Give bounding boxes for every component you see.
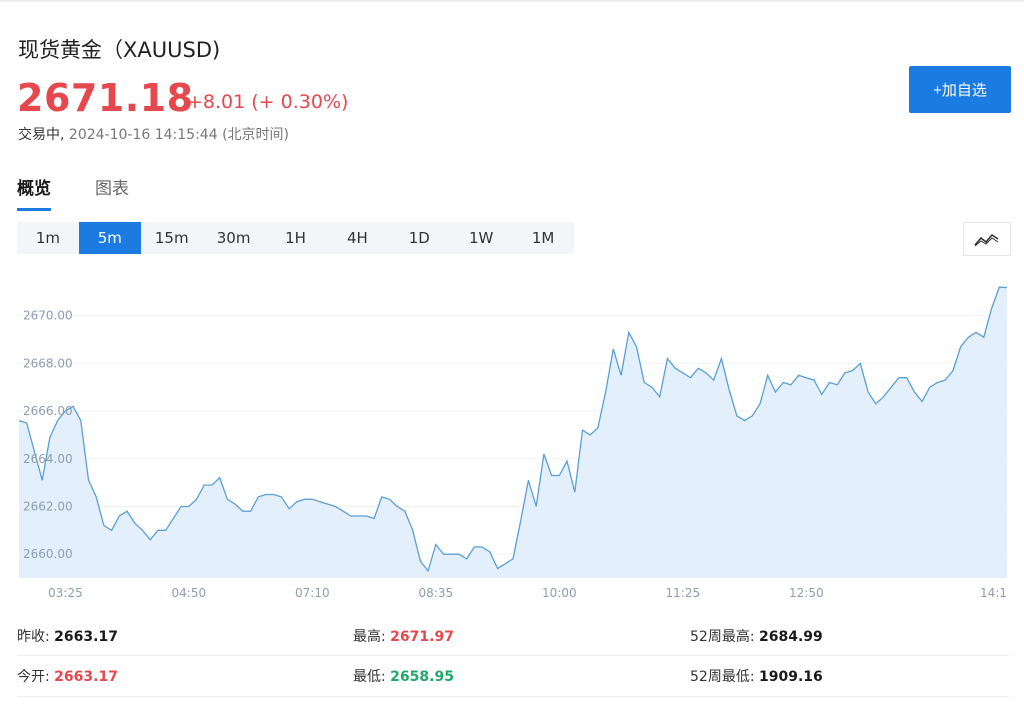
tab-overview[interactable]: 概览 bbox=[17, 174, 51, 211]
week52-low-label: 52周最低: bbox=[690, 669, 755, 685]
stats-divider-bottom bbox=[17, 696, 1009, 697]
period-4h[interactable]: 4H bbox=[346, 229, 368, 247]
x-tick-label: 12:50 bbox=[789, 586, 824, 600]
stat-high: 最高: 2671.97 bbox=[353, 626, 454, 646]
period-1d[interactable]: 1D bbox=[408, 229, 430, 247]
x-tick-label: 03:25 bbox=[48, 586, 83, 600]
y-tick-label: 2660.00 bbox=[23, 547, 73, 561]
low-label: 最低: bbox=[353, 669, 386, 685]
page-title: 现货黄金（XAUUSD) bbox=[18, 38, 221, 62]
line-chart-icon bbox=[974, 233, 999, 247]
prev-close-value: 2663.17 bbox=[54, 629, 118, 645]
trading-status: 交易中, 2024-10-16 14:15:44 (北京时间) bbox=[18, 124, 289, 144]
high-label: 最高: bbox=[353, 629, 386, 645]
stat-low: 最低: 2658.95 bbox=[353, 666, 454, 686]
x-axis-labels: 03:25 04:50 07:10 08:35 10:00 11:25 12:50 14:1 bbox=[48, 586, 1007, 600]
x-tick-label: 10:00 bbox=[542, 586, 577, 600]
chart-type-button[interactable] bbox=[963, 222, 1011, 256]
status-text: 交易中, bbox=[18, 127, 65, 143]
price-chart[interactable]: 2670.00 2668.00 2666.00 2664.00 2662.00 2660.… bbox=[17, 268, 1009, 610]
x-tick-label: 14:1 bbox=[980, 586, 1007, 600]
price-change: +8.01 (+ 0.30%) bbox=[187, 91, 349, 113]
tab-bar: 概览 图表 bbox=[17, 174, 173, 211]
timestamp: 2024-10-16 14:15:44 bbox=[68, 127, 218, 143]
period-1h[interactable]: 1H bbox=[285, 229, 306, 247]
y-axis-labels: 2670.00 2668.00 2666.00 2664.00 2662.00 2660.… bbox=[23, 309, 73, 561]
week52-high-label: 52周最高: bbox=[690, 629, 755, 645]
stat-open: 今开: 2663.17 bbox=[17, 666, 118, 686]
current-price: 2671.18 bbox=[17, 76, 194, 120]
timezone-label: (北京时间) bbox=[222, 127, 289, 143]
x-tick-label: 07:10 bbox=[295, 586, 330, 600]
prev-close-label: 昨收: bbox=[17, 629, 50, 645]
period-selector: 1m 5m 15m 30m 1H 4H 1D 1W 1M bbox=[17, 222, 574, 254]
period-30m[interactable]: 30m bbox=[216, 229, 251, 247]
period-15m[interactable]: 15m bbox=[154, 229, 189, 247]
week52-low-value: 1909.16 bbox=[758, 669, 823, 685]
open-value: 2663.17 bbox=[54, 669, 118, 685]
x-tick-label: 08:35 bbox=[419, 586, 454, 600]
stats-divider bbox=[17, 655, 1009, 656]
x-tick-label: 11:25 bbox=[666, 586, 701, 600]
period-1m[interactable]: 1m bbox=[35, 229, 61, 247]
add-watchlist-button[interactable]: +加自选 bbox=[909, 66, 1011, 113]
period-1w[interactable]: 1W bbox=[468, 229, 494, 247]
week52-high-value: 2684.99 bbox=[758, 629, 823, 645]
y-tick-label: 2670.00 bbox=[23, 309, 73, 323]
y-tick-label: 2668.00 bbox=[23, 356, 73, 370]
y-tick-label: 2664.00 bbox=[23, 452, 73, 466]
period-1mo[interactable]: 1M bbox=[531, 229, 555, 247]
tab-chart[interactable]: 图表 bbox=[95, 179, 129, 199]
high-value: 2671.97 bbox=[390, 629, 454, 645]
stat-52w-low: 52周最低: 1909.16 bbox=[690, 666, 823, 686]
stat-52w-high: 52周最高: 2684.99 bbox=[690, 626, 823, 646]
low-value: 2658.95 bbox=[390, 669, 454, 685]
price-area-fill bbox=[19, 287, 1007, 578]
top-border bbox=[0, 0, 1024, 2]
x-tick-label: 04:50 bbox=[172, 586, 207, 600]
stat-prev-close: 昨收: 2663.17 bbox=[17, 626, 118, 646]
price-line bbox=[18, 286, 1008, 573]
period-5m[interactable]: 5m bbox=[78, 222, 141, 254]
y-tick-label: 2666.00 bbox=[23, 404, 73, 418]
open-label: 今开: bbox=[17, 669, 50, 685]
y-tick-label: 2662.00 bbox=[23, 499, 73, 513]
